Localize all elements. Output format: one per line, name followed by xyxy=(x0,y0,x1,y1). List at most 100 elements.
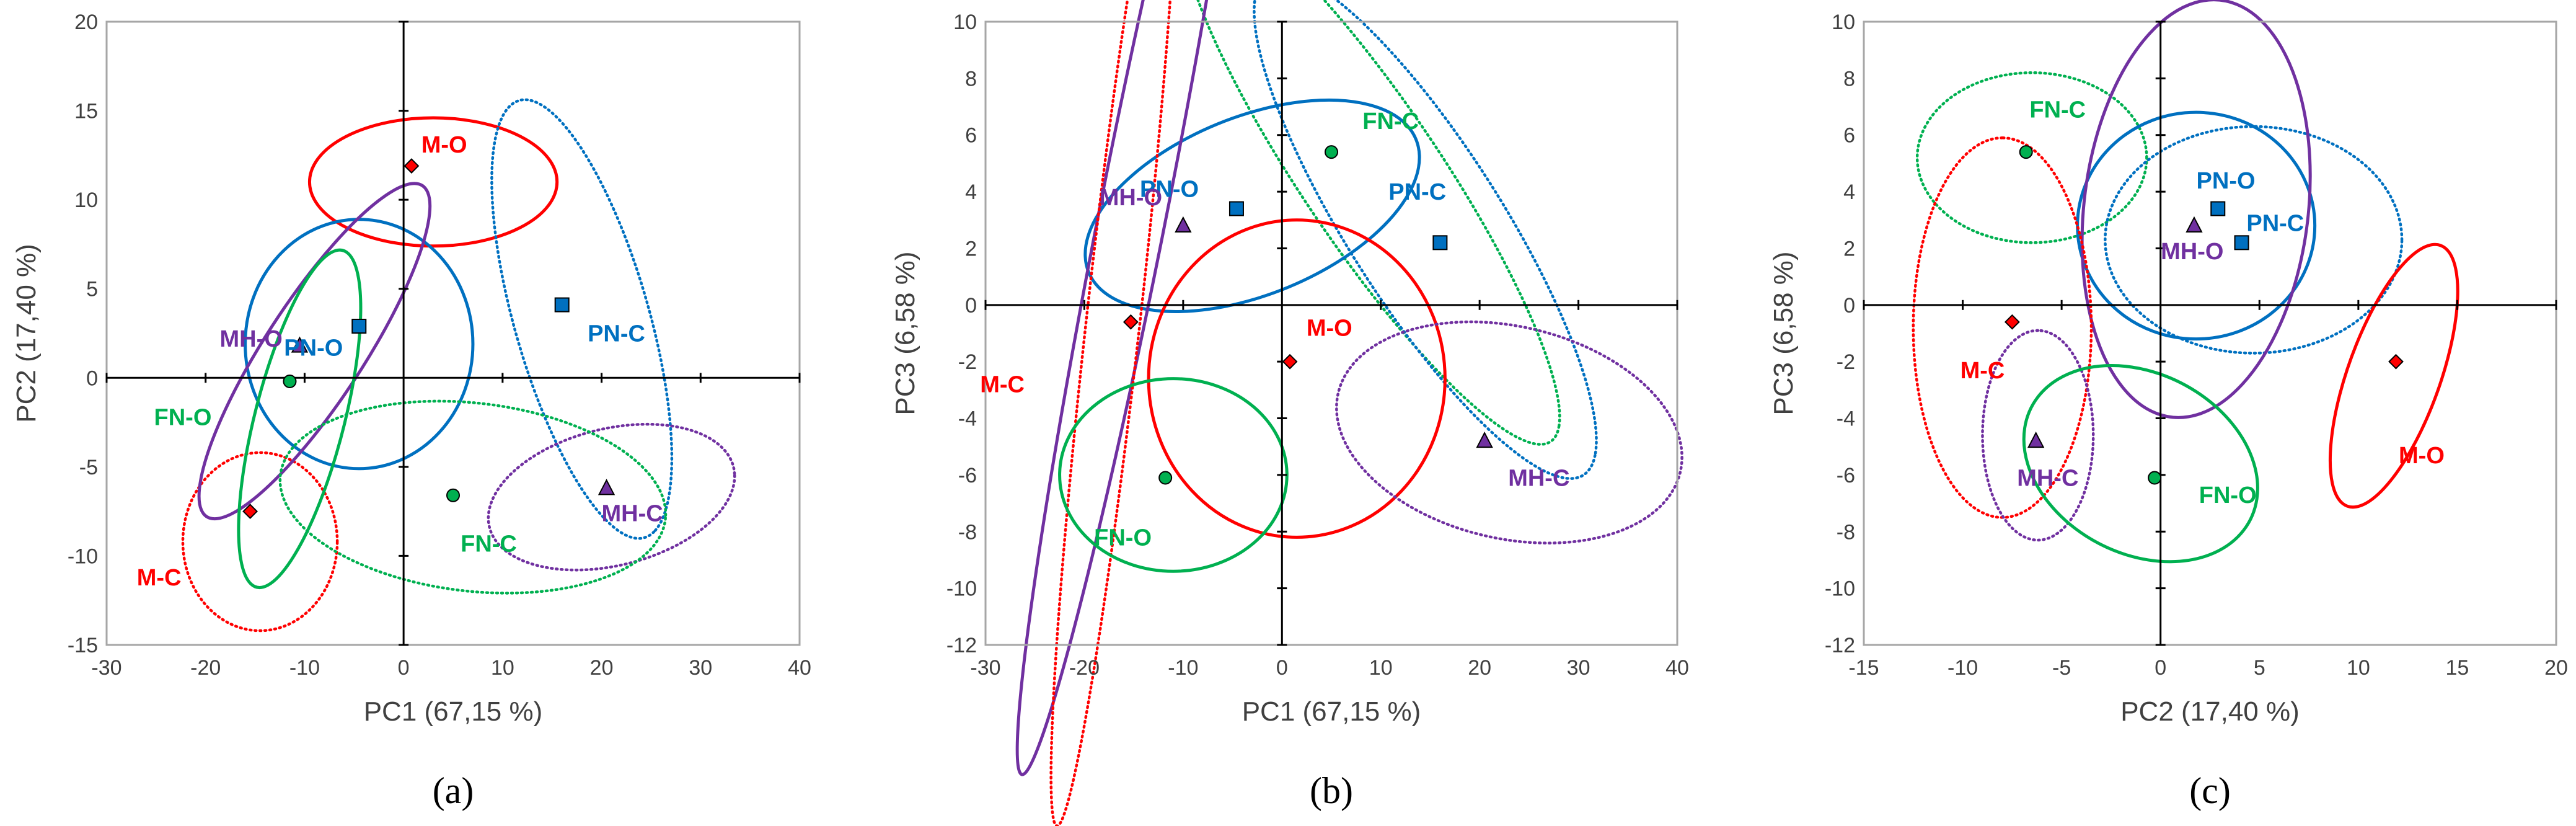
ellipse-mh-solid xyxy=(179,139,451,564)
point-pn-o xyxy=(1228,201,1244,216)
point-labels-c: FN-C PN-O PN-C MH-O M-C M-O MH-C FN-O xyxy=(1961,97,2445,508)
point-mh-c xyxy=(2027,431,2045,448)
panel-label-a: (a) xyxy=(433,770,474,811)
x-tick-label: -10 xyxy=(1947,656,1978,680)
y-tick-label: 10 xyxy=(1832,11,1855,34)
point-mh-o xyxy=(291,336,309,353)
plot-frame-a xyxy=(105,20,801,646)
ellipse-m-solid xyxy=(309,118,557,246)
x-tick-label: -30 xyxy=(91,656,121,680)
point-fn-o xyxy=(1158,471,1173,485)
y-tick-label: -5 xyxy=(79,456,98,479)
y-axis-label-a: PC2 (17,40 %) xyxy=(11,244,42,423)
label-pn-c: PN-C xyxy=(588,321,645,347)
x-tick-label: -20 xyxy=(190,656,221,680)
ellipse-mh-solid xyxy=(994,0,1273,815)
y-tick-label: 5 xyxy=(86,278,98,301)
zero-axes-b xyxy=(984,20,1678,646)
ellipse-m-dotted xyxy=(183,453,337,631)
panel-b: -30 -20 -10 0 10 20 30 40-12-10-8-6-4-20246810 … xyxy=(890,0,1689,826)
plot-frame-b xyxy=(984,20,1678,646)
x-tick-label: 40 xyxy=(1665,656,1689,680)
y-tick-label: -4 xyxy=(1837,407,1855,431)
plot-area-border xyxy=(984,20,1678,646)
ellipse-pn-dotted xyxy=(456,49,707,589)
label-m-o: M-O xyxy=(421,132,467,158)
label-pn-o: PN-O xyxy=(284,335,343,361)
ellipse-fn-solid xyxy=(214,219,385,620)
point-fn-c xyxy=(2019,145,2033,159)
x-tick-label: -15 xyxy=(1848,656,1879,680)
x-tick-label: 0 xyxy=(398,656,410,680)
label-fn-o: FN-O xyxy=(154,404,212,430)
zero-axes-c xyxy=(1863,20,2557,646)
y-tick-label: 8 xyxy=(1843,67,1855,91)
y-tick-label: 15 xyxy=(74,100,98,123)
label-pn-o: PN-O xyxy=(1140,177,1199,203)
data-points-c xyxy=(2004,145,2404,485)
x-tick-label: -10 xyxy=(1168,656,1198,680)
label-mh-o: MH-O xyxy=(220,326,283,352)
x-tick-label: 15 xyxy=(2446,656,2469,680)
panel-label-c: (c) xyxy=(2189,770,2231,811)
point-m-o xyxy=(2388,353,2404,370)
plot-area-border xyxy=(1863,20,2557,646)
label-m-c: M-C xyxy=(1961,358,2005,384)
y-tick-label: 4 xyxy=(1843,180,1855,204)
ellipse-fn-dotted xyxy=(1917,73,2146,242)
ellipse-fn-dotted xyxy=(1167,0,1575,523)
y-tick-label: -2 xyxy=(958,350,977,374)
label-fn-c: FN-C xyxy=(461,531,517,557)
ellipse-pn-dotted xyxy=(1237,0,1613,564)
label-mh-c: MH-C xyxy=(601,501,663,527)
point-m-o xyxy=(404,158,420,174)
y-axis-label-b: PC3 (6,58 %) xyxy=(890,251,920,415)
label-m-c: M-C xyxy=(137,565,182,591)
label-m-c: M-C xyxy=(980,372,1025,398)
y-tick-label: -10 xyxy=(68,544,98,568)
tick-labels-c: -15 -10 -5 0 5 10 15 20 -12 -10 -8 -6 -4 -2 0 2 4 6 8 10 xyxy=(1825,11,2568,680)
label-mh-o: MH-O xyxy=(1100,185,1162,211)
x-tick-label: 20 xyxy=(1468,656,1491,680)
y-tick-label: 10 xyxy=(953,11,977,34)
x-tick-label: -5 xyxy=(2052,656,2071,680)
label-fn-o: FN-O xyxy=(1094,525,1152,551)
y-tick-label: 8 xyxy=(965,67,977,91)
y-tick-label: -8 xyxy=(958,520,977,544)
confidence-ellipses-c xyxy=(1913,0,2483,590)
y-tick-label: -10 xyxy=(1825,577,1855,601)
point-m-o xyxy=(1282,353,1298,370)
x-tick-label: 0 xyxy=(2155,656,2166,680)
y-tick-label: -4 xyxy=(958,407,977,431)
point-m-c xyxy=(242,504,258,520)
label-mh-c: MH-C xyxy=(2017,465,2078,491)
tick-labels-a: -30 -20 -10 0 10 20 30 40 -15 -10 -5 0 5 10 15 20 xyxy=(68,11,811,680)
y-tick-label: 0 xyxy=(1843,294,1855,318)
point-pn-o xyxy=(2210,201,2226,216)
x-tick-label: 30 xyxy=(689,656,712,680)
y-tick-label: -15 xyxy=(68,634,98,657)
ellipse-pn-dotted xyxy=(2105,127,2402,353)
point-pn-o xyxy=(351,319,367,334)
label-pn-o: PN-O xyxy=(2197,168,2256,194)
plot-frame-c xyxy=(1863,20,2557,646)
ellipse-mh-dotted xyxy=(1334,299,1684,566)
x-tick-label: 30 xyxy=(1567,656,1590,680)
ellipse-pn-solid xyxy=(1082,63,1423,349)
x-tick-label: 10 xyxy=(491,656,514,680)
point-mh-c xyxy=(598,479,615,495)
x-axis-label-b: PC1 (67,15 %) xyxy=(1242,696,1421,727)
ellipse-m-solid xyxy=(2305,217,2484,535)
x-tick-label: 10 xyxy=(2347,656,2370,680)
label-pn-c: PN-C xyxy=(1388,179,1446,205)
point-fn-o xyxy=(2148,471,2162,485)
ellipse-m-dotted xyxy=(1913,138,2091,517)
ellipse-mh-dotted xyxy=(484,405,738,590)
label-m-o: M-O xyxy=(1307,315,1352,341)
point-mh-c xyxy=(1476,431,1493,448)
label-fn-c: FN-C xyxy=(1362,109,1419,135)
label-pn-c: PN-C xyxy=(2246,210,2304,236)
x-tick-label: 40 xyxy=(788,656,811,680)
